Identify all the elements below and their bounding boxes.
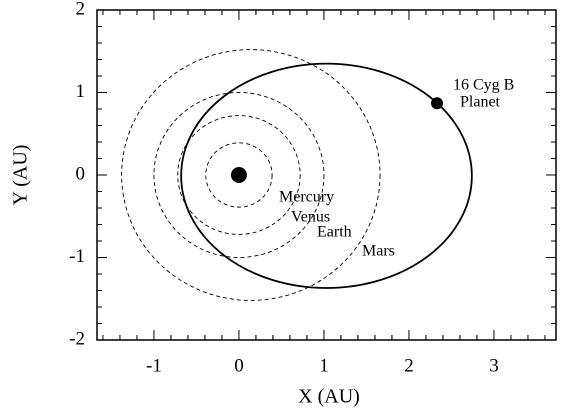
orbit-label: 16 Cyg B xyxy=(453,77,514,94)
y-tick-label: 0 xyxy=(76,163,86,184)
y-tick-label: 1 xyxy=(76,81,86,102)
body xyxy=(230,167,247,183)
y-tick-label: -1 xyxy=(69,246,85,267)
y-tick-label: 2 xyxy=(76,0,86,19)
body-label: Planet xyxy=(460,94,501,111)
orbit xyxy=(205,142,273,208)
x-tick-label: -1 xyxy=(146,355,162,376)
x-tick-label: 1 xyxy=(319,355,329,376)
x-tick-label: 3 xyxy=(489,355,499,376)
orbit-label: Mercury xyxy=(279,189,334,206)
orbit xyxy=(180,62,473,289)
orbit xyxy=(177,115,301,235)
orbit-label: Earth xyxy=(317,224,352,241)
plot-frame xyxy=(96,9,557,341)
body xyxy=(431,97,443,110)
x-tick-label: 0 xyxy=(234,355,244,376)
y-axis-title: Y (AU) xyxy=(10,145,32,206)
orbit-label: Venus xyxy=(291,209,330,226)
orbit-label: Mars xyxy=(362,243,395,260)
orbit xyxy=(153,92,325,258)
x-axis-title: X (AU) xyxy=(298,386,360,408)
x-tick-label: 2 xyxy=(404,355,414,376)
orbit xyxy=(121,49,381,301)
y-tick-label: -2 xyxy=(69,328,85,349)
